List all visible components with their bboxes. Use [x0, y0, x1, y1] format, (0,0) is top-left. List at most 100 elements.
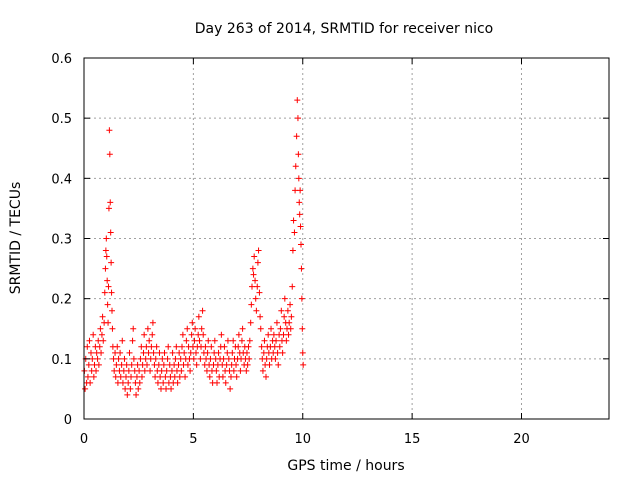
chart-title: Day 263 of 2014, SRMTID for receiver nic…	[195, 21, 493, 37]
data-point	[281, 313, 288, 320]
data-point	[109, 325, 116, 332]
data-point	[135, 385, 142, 392]
data-point	[123, 361, 130, 368]
data-point	[187, 349, 194, 356]
data-point	[211, 337, 218, 344]
data-point	[286, 319, 293, 326]
data-point	[121, 355, 128, 362]
data-point	[294, 97, 301, 104]
axis-ticks: 0 5 10 15 20 0 0.1 0.2 0.3 0.4 0.5 0.6	[51, 52, 609, 447]
data-point	[203, 367, 210, 374]
data-point	[244, 361, 251, 368]
data-point	[108, 259, 115, 266]
data-point	[107, 229, 114, 236]
data-point	[252, 277, 259, 284]
data-point	[119, 379, 126, 386]
data-point	[295, 175, 302, 182]
data-point	[101, 289, 108, 296]
data-point	[263, 355, 270, 362]
data-point	[295, 151, 302, 158]
data-point	[261, 337, 268, 344]
data-point	[297, 187, 304, 194]
data-point	[198, 325, 205, 332]
data-point	[114, 379, 121, 386]
data-point	[175, 361, 182, 368]
data-point	[275, 361, 282, 368]
data-point	[136, 379, 143, 386]
data-point	[164, 355, 171, 362]
data-point	[202, 343, 209, 350]
data-point	[195, 331, 202, 338]
data-point	[179, 343, 185, 350]
data-point	[86, 337, 93, 344]
data-point	[177, 355, 184, 362]
x-tick-label: 15	[404, 432, 421, 447]
data-point	[204, 349, 211, 356]
data-point	[163, 367, 170, 374]
data-point	[238, 337, 245, 344]
data-point	[119, 337, 126, 344]
data-point	[89, 355, 96, 362]
data-point	[138, 343, 145, 350]
data-point	[90, 331, 97, 338]
data-point	[103, 235, 110, 242]
data-point	[149, 331, 156, 338]
data-point	[252, 295, 259, 302]
data-point	[224, 337, 231, 344]
data-point	[118, 361, 125, 368]
data-point	[263, 373, 269, 380]
data-point	[268, 325, 275, 332]
data-point	[197, 355, 204, 362]
data-point	[137, 355, 144, 362]
data-point	[141, 367, 148, 374]
data-point	[129, 337, 136, 344]
data-point	[174, 379, 181, 386]
data-point	[105, 319, 112, 326]
data-point	[171, 373, 178, 380]
data-point	[122, 385, 129, 392]
data-point	[113, 361, 120, 368]
data-point	[243, 349, 250, 356]
y-tick-label: 0.4	[51, 172, 72, 187]
data-point	[233, 361, 240, 368]
data-point	[298, 295, 305, 302]
data-point	[165, 343, 172, 350]
data-point	[117, 349, 124, 356]
data-point	[176, 349, 183, 356]
data-point	[130, 355, 137, 362]
data-point	[133, 391, 140, 398]
data-point	[224, 349, 231, 356]
data-point	[120, 367, 127, 374]
data-point	[152, 355, 159, 362]
data-point	[274, 349, 281, 356]
data-point	[147, 367, 154, 374]
data-point	[235, 331, 242, 338]
data-points	[81, 97, 307, 398]
data-point	[195, 313, 202, 320]
data-point	[93, 367, 100, 374]
data-point	[230, 367, 237, 374]
data-point	[110, 355, 117, 362]
data-point	[227, 385, 234, 392]
data-point	[87, 379, 94, 386]
data-point	[273, 337, 280, 344]
data-point	[105, 283, 112, 290]
data-point	[143, 343, 150, 350]
data-point	[205, 337, 212, 344]
data-point	[229, 349, 236, 356]
data-point	[246, 337, 253, 344]
data-point	[104, 301, 111, 308]
data-point	[233, 373, 240, 380]
data-point	[82, 385, 89, 392]
data-point	[126, 349, 133, 356]
data-point	[222, 379, 229, 386]
data-point	[181, 349, 188, 356]
data-point	[112, 373, 119, 380]
data-point	[285, 331, 292, 338]
x-tick-label: 20	[513, 432, 530, 447]
data-point	[130, 325, 137, 332]
data-point	[220, 355, 227, 362]
data-point	[112, 349, 119, 356]
data-point	[249, 283, 255, 290]
data-point	[271, 343, 278, 350]
